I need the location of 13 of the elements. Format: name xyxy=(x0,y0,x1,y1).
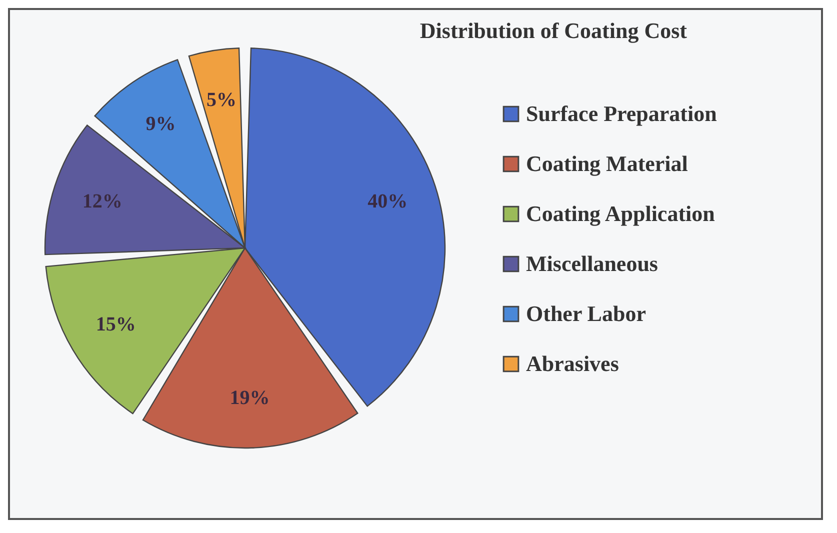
legend-label: Surface Preparation xyxy=(526,101,717,126)
legend-label: Coating Application xyxy=(526,201,715,226)
data-label: 15% xyxy=(96,313,136,336)
data-label: 19% xyxy=(230,386,270,409)
data-label: 5% xyxy=(206,88,237,111)
legend-label: Abrasives xyxy=(526,351,620,376)
chart-title: Distribution of Coating Cost xyxy=(420,18,688,43)
data-label: 12% xyxy=(82,190,122,213)
legend-label: Other Labor xyxy=(526,301,646,326)
legend-label: Miscellaneous xyxy=(526,251,658,276)
data-label: 9% xyxy=(146,112,176,135)
legend-label: Coating Material xyxy=(526,151,688,176)
data-label: 40% xyxy=(368,190,408,213)
